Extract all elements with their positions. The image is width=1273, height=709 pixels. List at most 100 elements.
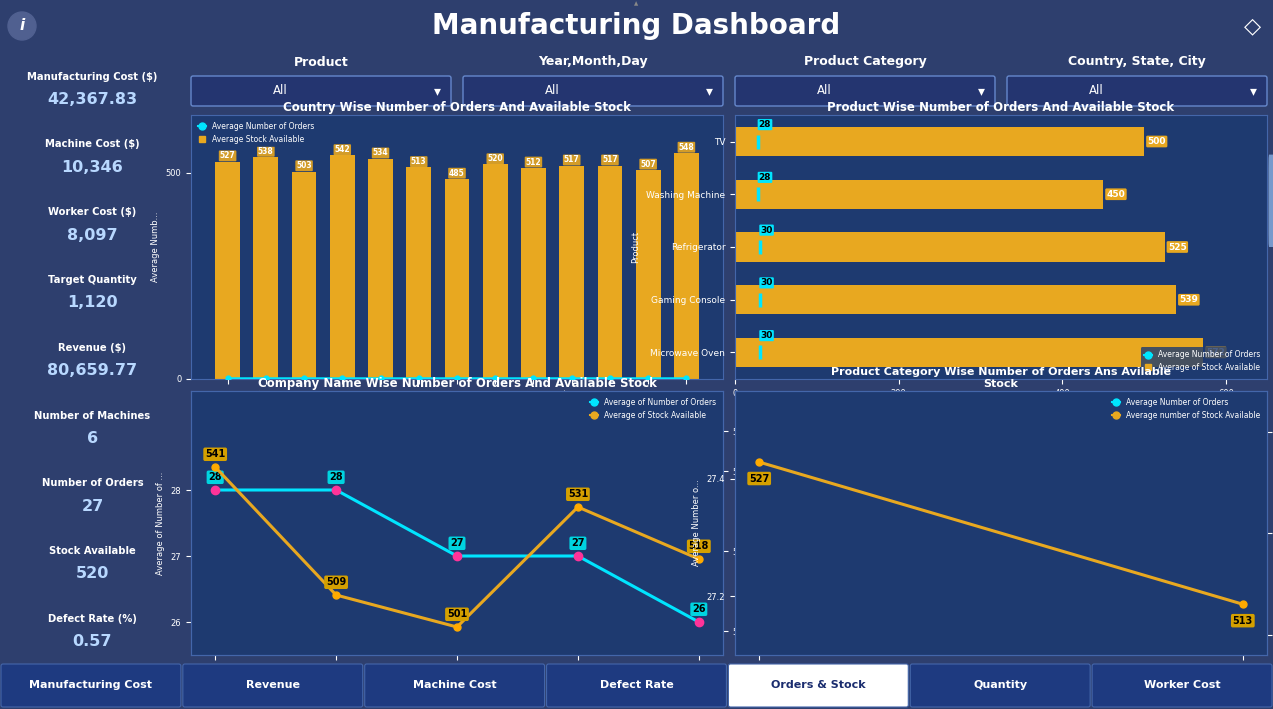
Legend: Average of Number of Orders, Average of Stock Available: Average of Number of Orders, Average of … (587, 395, 719, 423)
Text: Product Category: Product Category (803, 55, 927, 69)
FancyBboxPatch shape (728, 664, 909, 707)
Bar (482, 164, 508, 379)
Text: ▲: ▲ (634, 1, 638, 6)
Text: 520: 520 (488, 155, 503, 163)
Text: 80,659.77: 80,659.77 (47, 363, 137, 378)
Text: 28: 28 (759, 120, 771, 129)
X-axis label: Product Category: Product Category (961, 680, 1040, 689)
Text: Revenue: Revenue (246, 681, 299, 691)
FancyBboxPatch shape (463, 76, 723, 106)
Legend: Average Number of Orders, Average of Stock Available: Average Number of Orders, Average of Sto… (1141, 347, 1263, 375)
Text: 450: 450 (1106, 190, 1125, 199)
Text: 27: 27 (572, 538, 584, 548)
Text: 527: 527 (749, 474, 769, 484)
Text: 520: 520 (76, 566, 109, 581)
Text: 42,367.83: 42,367.83 (47, 92, 137, 107)
Text: Manufacturing Cost: Manufacturing Cost (29, 681, 153, 691)
X-axis label: Average Number of Orders and Average of Stock Available: Average Number of Orders and Average of … (868, 403, 1133, 412)
Text: Target Quantity: Target Quantity (48, 275, 137, 285)
Bar (635, 170, 661, 379)
Text: ◇: ◇ (1245, 16, 1262, 36)
Text: 28: 28 (759, 173, 771, 182)
Text: Quantity: Quantity (973, 681, 1027, 691)
Title: Product Category Wise Number of Orders Ans Avilable
Stock: Product Category Wise Number of Orders A… (831, 367, 1171, 389)
Bar (735, 285, 1176, 314)
Text: 503: 503 (297, 161, 312, 170)
Text: 512: 512 (526, 157, 541, 167)
Legend: Average Number of Orders, Average Stock Available: Average Number of Orders, Average Stock … (195, 119, 317, 147)
Text: 534: 534 (373, 148, 388, 157)
Text: ▾: ▾ (978, 84, 984, 98)
FancyBboxPatch shape (1268, 155, 1273, 247)
Text: Machine Cost: Machine Cost (412, 681, 496, 691)
Text: Worker Cost: Worker Cost (1143, 681, 1221, 691)
Text: 527: 527 (220, 152, 236, 160)
FancyBboxPatch shape (1092, 664, 1272, 707)
Text: Orders & Stock: Orders & Stock (771, 681, 866, 691)
Text: 507: 507 (640, 160, 656, 169)
Text: Worker Cost ($): Worker Cost ($) (48, 207, 136, 217)
FancyBboxPatch shape (735, 76, 995, 106)
Text: 28: 28 (209, 472, 222, 482)
Text: 8,097: 8,097 (67, 228, 118, 242)
Bar (597, 166, 622, 379)
Text: 538: 538 (258, 147, 274, 156)
Bar (406, 167, 432, 379)
Text: 501: 501 (447, 609, 467, 619)
Text: Product: Product (294, 55, 349, 69)
Title: Product Wise Number of Orders And Available Stock: Product Wise Number of Orders And Availa… (827, 101, 1175, 114)
FancyBboxPatch shape (183, 664, 363, 707)
Bar (292, 172, 317, 379)
Text: 30: 30 (760, 331, 773, 340)
Text: 6: 6 (87, 431, 98, 446)
Bar (444, 179, 470, 379)
Text: Machine Cost ($): Machine Cost ($) (45, 140, 140, 150)
Title: Company Name Wise Number of Orders And Available Stock: Company Name Wise Number of Orders And A… (257, 376, 657, 390)
Text: 30: 30 (760, 225, 773, 235)
Text: 509: 509 (326, 577, 346, 587)
FancyBboxPatch shape (910, 664, 1090, 707)
Bar (735, 127, 1144, 156)
Text: 539: 539 (1179, 295, 1198, 304)
Text: 1,120: 1,120 (67, 296, 118, 311)
Text: 517: 517 (602, 155, 617, 164)
Text: 542: 542 (335, 145, 350, 154)
Text: 525: 525 (1167, 242, 1186, 252)
Text: Revenue ($): Revenue ($) (59, 342, 126, 353)
X-axis label: Country: Country (439, 433, 475, 442)
Text: Defect Rate: Defect Rate (600, 681, 673, 691)
Text: 28: 28 (330, 472, 342, 482)
Text: ▾: ▾ (705, 84, 713, 98)
Legend: Average Number of Orders, Average number of Stock Available: Average Number of Orders, Average number… (1109, 395, 1263, 423)
Y-axis label: Average of Stock Avail...: Average of Stock Avail... (754, 472, 763, 574)
FancyBboxPatch shape (546, 664, 727, 707)
Text: Country, State, City: Country, State, City (1068, 55, 1206, 69)
Text: 485: 485 (449, 169, 465, 178)
Bar (215, 162, 241, 379)
Y-axis label: Average of Number of ...: Average of Number of ... (157, 471, 165, 575)
Text: 517: 517 (564, 155, 579, 164)
Bar (330, 155, 355, 379)
Bar (735, 233, 1165, 262)
Y-axis label: Product: Product (631, 231, 640, 263)
Text: ▾: ▾ (434, 84, 440, 98)
Circle shape (8, 12, 36, 40)
Text: Defect Rate (%): Defect Rate (%) (48, 614, 137, 624)
Text: Year,Month,Day: Year,Month,Day (538, 55, 648, 69)
Text: 548: 548 (679, 143, 694, 152)
Y-axis label: Average Numb...: Average Numb... (151, 212, 160, 282)
Text: 27: 27 (81, 498, 103, 513)
Y-axis label: Average Number o...: Average Number o... (693, 479, 701, 566)
Text: Manufacturing Dashboard: Manufacturing Dashboard (432, 12, 840, 40)
Bar (521, 168, 546, 379)
Text: ▾: ▾ (1250, 84, 1256, 98)
FancyBboxPatch shape (191, 76, 451, 106)
Text: 513: 513 (411, 157, 426, 166)
Bar (253, 157, 279, 379)
Text: All: All (817, 84, 831, 98)
Text: i: i (19, 18, 24, 33)
Text: 541: 541 (205, 450, 225, 459)
Text: 26: 26 (693, 604, 705, 614)
Bar (735, 180, 1104, 208)
Text: 513: 513 (1232, 615, 1253, 625)
